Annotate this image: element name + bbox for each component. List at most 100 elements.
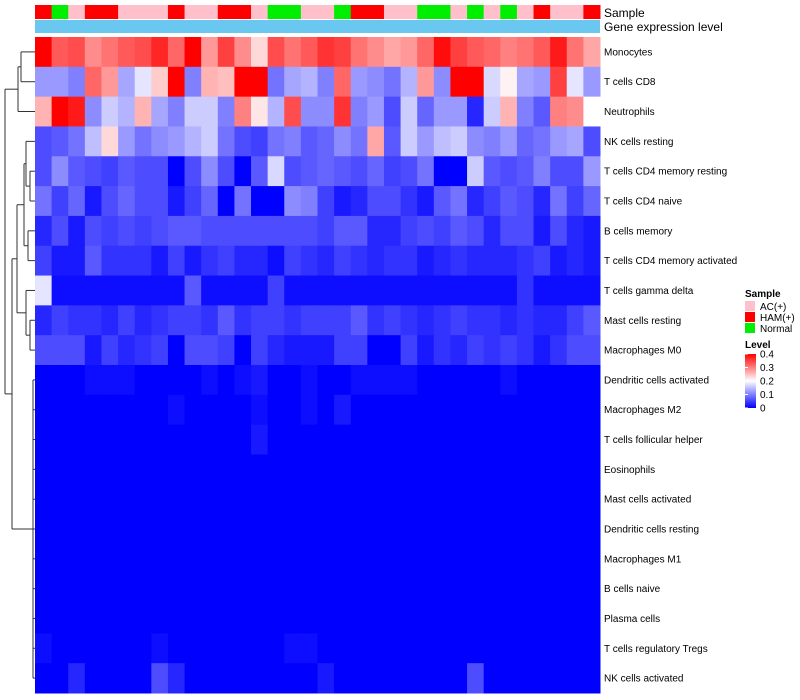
heatmap-cell bbox=[317, 394, 335, 426]
legend-level-ticks: 0.4 0.3 0.2 0.1 0 bbox=[745, 350, 774, 415]
heatmap-cell bbox=[334, 424, 352, 455]
heatmap-cell bbox=[516, 37, 535, 68]
heatmap-cell bbox=[566, 126, 584, 157]
heatmap-cell bbox=[367, 305, 385, 336]
heatmap-cell bbox=[467, 96, 485, 127]
heatmap-cell bbox=[417, 663, 435, 694]
heatmap-cell bbox=[134, 126, 152, 157]
heatmap-cell bbox=[234, 603, 252, 634]
row-label: Neutrophils bbox=[604, 107, 655, 118]
sample-annotation-cell bbox=[533, 5, 551, 19]
heatmap-cell bbox=[450, 454, 468, 485]
heatmap-cell bbox=[284, 394, 302, 426]
heatmap-cell bbox=[167, 484, 186, 515]
legend: Sample AC(+)HAM(+)Normal Level 0.4 0.3 0.2… bbox=[745, 289, 795, 415]
heatmap-cell bbox=[101, 394, 119, 426]
heatmap-cell bbox=[350, 365, 368, 396]
heatmap-cell bbox=[566, 37, 584, 68]
heatmap-cell bbox=[184, 275, 202, 306]
heatmap-cell bbox=[566, 663, 584, 694]
heatmap-cell bbox=[467, 663, 485, 694]
heatmap-cell bbox=[101, 573, 119, 605]
heatmap-cell bbox=[516, 66, 535, 98]
heatmap-cell bbox=[400, 514, 418, 545]
heatmap-cell bbox=[118, 156, 136, 187]
heatmap-cell bbox=[533, 37, 551, 68]
heatmap-cell bbox=[334, 37, 352, 68]
heatmap-cell bbox=[251, 156, 269, 187]
heatmap-cell bbox=[450, 663, 468, 694]
heatmap-cell bbox=[184, 96, 202, 127]
heatmap-cell bbox=[383, 215, 402, 247]
heatmap-cell bbox=[167, 454, 186, 485]
heatmap-cell bbox=[134, 514, 152, 545]
heatmap-cell bbox=[267, 603, 285, 634]
heatmap-cell bbox=[284, 245, 302, 277]
heatmap-cell bbox=[583, 96, 601, 127]
heatmap-cell bbox=[433, 335, 451, 366]
heatmap-cell bbox=[566, 96, 584, 127]
heatmap-cell bbox=[251, 186, 269, 217]
heatmap-cell bbox=[217, 424, 235, 455]
heatmap-cell bbox=[450, 37, 468, 68]
heatmap-cell bbox=[201, 484, 219, 515]
heatmap-cell bbox=[433, 37, 451, 68]
heatmap-cell bbox=[467, 156, 485, 187]
heatmap-cell bbox=[151, 365, 169, 396]
heatmap-cell bbox=[467, 573, 485, 605]
heatmap-cell bbox=[583, 514, 601, 545]
heatmap-cell bbox=[483, 484, 501, 515]
heatmap-cell bbox=[334, 215, 352, 247]
heatmap-cell bbox=[583, 663, 601, 694]
heatmap-cell bbox=[201, 305, 219, 336]
sample-annotation-cell bbox=[300, 5, 318, 19]
heatmap-cell bbox=[184, 454, 202, 485]
heatmap-cell bbox=[251, 37, 269, 68]
heatmap-cell bbox=[201, 275, 219, 306]
heatmap-cell bbox=[367, 186, 385, 217]
heatmap-cell bbox=[84, 156, 102, 187]
heatmap-cell bbox=[500, 305, 518, 336]
heatmap-cell bbox=[300, 365, 318, 396]
heatmap-cell bbox=[68, 156, 86, 187]
heatmap-cell bbox=[234, 335, 252, 366]
heatmap-cell bbox=[350, 454, 368, 485]
heatmap-cell bbox=[317, 245, 335, 277]
heatmap-cell bbox=[300, 573, 318, 605]
heatmap-cell bbox=[118, 424, 136, 455]
legend-label: AC(+) bbox=[760, 302, 786, 313]
row-label: Monocytes bbox=[604, 47, 652, 58]
heatmap-cell bbox=[417, 365, 435, 396]
heatmap-cell bbox=[118, 484, 136, 515]
heatmap-cell bbox=[367, 454, 385, 485]
row-label: T cells CD8 bbox=[604, 77, 656, 88]
heatmap-cell bbox=[35, 66, 53, 98]
heatmap-cell bbox=[500, 603, 518, 634]
heatmap-cell bbox=[251, 126, 269, 157]
heatmap-cell bbox=[134, 394, 152, 426]
heatmap-cell bbox=[234, 37, 252, 68]
heatmap-cell bbox=[516, 603, 535, 634]
heatmap-cell bbox=[151, 126, 169, 157]
heatmap-cell bbox=[450, 215, 468, 247]
heatmap-cell bbox=[300, 66, 318, 98]
heatmap-cell bbox=[417, 186, 435, 217]
heatmap-cell bbox=[267, 215, 285, 247]
heatmap-cell bbox=[383, 394, 402, 426]
heatmap-cell bbox=[217, 186, 235, 217]
sample-annotation-cell bbox=[217, 5, 235, 19]
heatmap-cell bbox=[533, 156, 551, 187]
heatmap-cell bbox=[467, 514, 485, 545]
heatmap-cell bbox=[118, 603, 136, 634]
heatmap-cell bbox=[350, 543, 368, 575]
heatmap-cell bbox=[550, 335, 568, 366]
heatmap-cell bbox=[251, 514, 269, 545]
heatmap-cell bbox=[334, 603, 352, 634]
heatmap-cell bbox=[184, 633, 202, 664]
heatmap-cell bbox=[35, 543, 53, 575]
heatmap-cell bbox=[566, 335, 584, 366]
heatmap-cell bbox=[201, 424, 219, 455]
heatmap-cell bbox=[51, 275, 69, 306]
heatmap-cell bbox=[383, 514, 402, 545]
heatmap-cell bbox=[417, 335, 435, 366]
